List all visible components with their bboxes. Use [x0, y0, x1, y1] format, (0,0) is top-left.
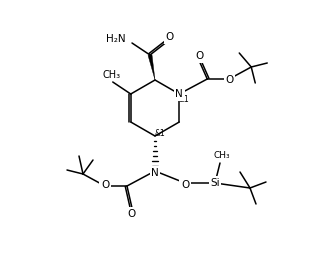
Text: Si: Si — [210, 178, 220, 188]
Text: O: O — [181, 180, 189, 190]
Text: H₂N: H₂N — [106, 34, 126, 44]
Text: O: O — [225, 75, 234, 85]
Text: O: O — [101, 180, 109, 190]
Text: CH₃: CH₃ — [103, 70, 121, 80]
Text: N: N — [151, 168, 159, 178]
Text: O: O — [195, 51, 204, 61]
Text: O: O — [166, 32, 174, 42]
Text: CH₃: CH₃ — [214, 151, 230, 160]
Polygon shape — [148, 54, 155, 80]
Text: O: O — [128, 209, 136, 219]
Text: &1: &1 — [179, 95, 189, 104]
Text: &1: &1 — [155, 128, 165, 137]
Text: N: N — [175, 89, 183, 99]
